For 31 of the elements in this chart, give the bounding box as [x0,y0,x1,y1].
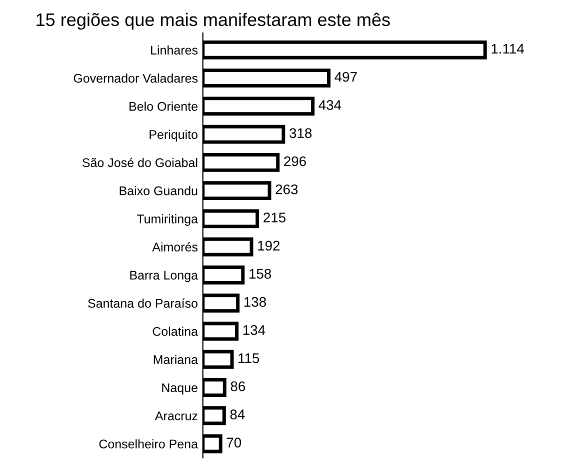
data-label: 1.114 [492,44,524,54]
y-tick-label: Barra Longa [130,270,198,282]
y-tick-label: Colatina [152,326,198,336]
data-label: 434 [318,100,342,110]
data-label: 70 [226,438,242,448]
chart-title: 15 regiões que mais manifestaram este mês [36,12,390,30]
y-tick-label: Linhares [151,45,198,55]
data-label: 84 [230,410,245,420]
data-label: 86 [230,381,246,392]
y-tick-label: Naque [162,383,198,395]
y-tick-label: Governador Valadares [74,74,198,83]
data-label: 158 [250,268,272,279]
data-label: 134 [243,325,266,335]
y-tick-label: São José do Goiabal [82,158,198,168]
data-label: 263 [276,184,298,194]
y-tick-label: Periquito [150,130,198,142]
y-tick-label: Santana do Paraíso [88,298,198,308]
y-tick-label: Tumiritinga [136,214,198,226]
data-label: 192 [258,240,280,251]
data-label: 296 [284,156,306,166]
y-tick-label: Mariana [154,354,198,364]
y-tick-label: Conselheiro Pena [99,439,198,448]
data-label: 215 [264,212,286,222]
y-tick-label: Aimorés [152,242,198,252]
data-label: 497 [334,72,357,82]
data-label: 138 [244,297,266,307]
y-tick-label: Aracruz [154,412,198,420]
y-tick-label: Baixo Guandu [120,186,198,196]
data-label: 115 [238,353,260,364]
data-label: 318 [290,128,312,138]
y-tick-label: Belo Oriente [130,102,198,111]
